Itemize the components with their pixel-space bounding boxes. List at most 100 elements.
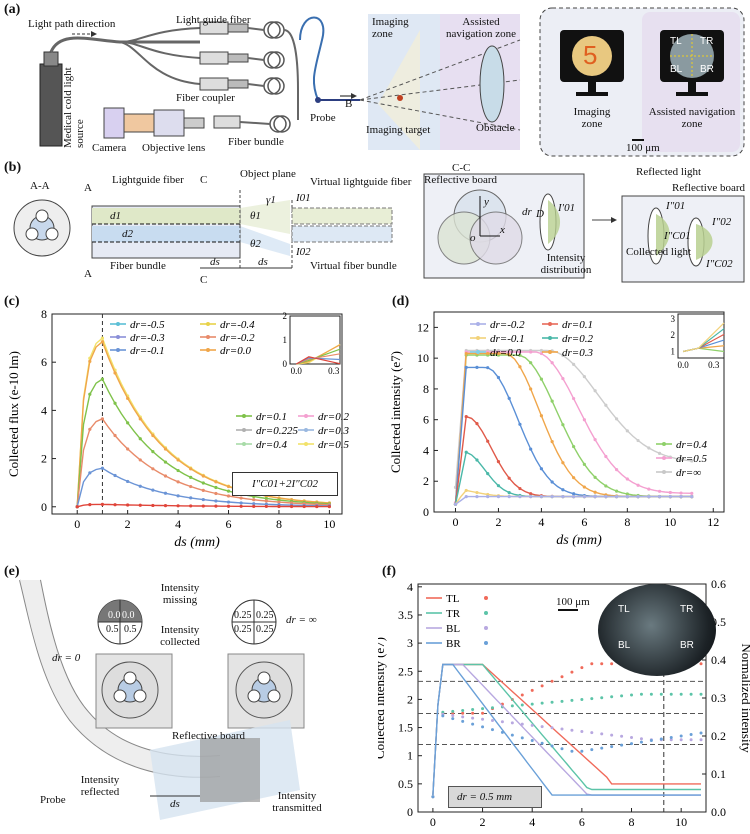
x-tick-label: 8 (276, 517, 282, 531)
dr-box: dr = 0.5 mm (448, 786, 542, 808)
series-dr=-0.2-point (453, 502, 458, 506)
series-dr=0.2-point (475, 365, 479, 369)
y-tick-label: 0 (423, 505, 429, 519)
series-TR-norm-point (659, 692, 663, 696)
series-dr=0.4-point (604, 484, 608, 488)
series-dr=0.1-point (464, 415, 468, 419)
series-BR-norm-point (451, 717, 455, 721)
series-dr=-0.2-point (657, 495, 662, 499)
series-BR-norm-point (620, 743, 624, 747)
series-dr=0.5-point (529, 350, 533, 354)
series-dr=0.1-point (302, 504, 306, 509)
series-BR-norm-point (481, 725, 485, 729)
series-BL-norm-point (699, 738, 703, 742)
series-dr=-0.2-point (518, 495, 522, 499)
legend-label: dr=0.4 (256, 439, 287, 451)
label-intensity-collected: Intensity collected (160, 624, 200, 648)
series-dr=0.3-point (214, 485, 218, 490)
q-left-1: 0.0 (122, 610, 135, 621)
panel-c: (c) 0 2 4 6 8 10 0 2 4 6 8 ds (mm) Collected flux (e… (0, 294, 372, 556)
series-TL-norm-point (550, 679, 554, 683)
series-BR-norm-point (570, 749, 574, 753)
series-BR-norm-point (550, 744, 554, 748)
series-dr=0.3-point (176, 468, 180, 473)
q-right-3: 0.25 (256, 624, 274, 635)
series-dr=0.1-point (327, 505, 331, 509)
series-dr=0.1-point (189, 504, 193, 508)
series-dr=0.0-point (475, 458, 479, 462)
series-dr=0.3-point (163, 460, 168, 464)
series-dr=0.3-point (550, 440, 554, 444)
series-dr=0.4-point (189, 467, 193, 471)
series-dr=0.1-point (126, 503, 130, 507)
y2-tick-label: 0.2 (711, 729, 726, 743)
inset-y-tick: 1 (283, 335, 288, 345)
system-diagram (39, 7, 745, 157)
panel-e-label: (e) (4, 564, 20, 579)
series-dr=∞-point (625, 429, 629, 433)
series-dr=0.2-point (189, 496, 193, 500)
series-dr=0.1-point (496, 460, 501, 464)
series-TR-norm-point (451, 709, 455, 713)
legend-marker (116, 348, 120, 352)
series-BL-norm-point (679, 738, 683, 742)
series-dr=0.4-point (226, 484, 231, 489)
series-dr=∞-point (561, 353, 565, 358)
y-axis-label: Collected flux (e-10 lm) (6, 351, 21, 477)
plot-frame (51, 313, 343, 515)
series-dr=0.2-point (176, 494, 180, 498)
series-BR-norm-point (610, 745, 614, 749)
q-left-3: 0.5 (124, 624, 137, 635)
series-TL-norm-point (540, 684, 544, 688)
series-dr=∞-point (679, 457, 683, 462)
legend-marker (476, 350, 480, 354)
series-TL-norm-point (600, 662, 604, 666)
series-BL-norm-point (461, 715, 465, 719)
x-tick-label: 2 (495, 515, 501, 529)
series-dr=0.1-point (486, 439, 490, 443)
legend-label: dr=-0.1 (490, 333, 525, 345)
series-dr=0.2-line (454, 366, 692, 505)
series-dr=∞-point (572, 362, 576, 366)
legend-marker (116, 322, 120, 326)
label-ic01: I″C01 (664, 230, 691, 242)
panel-c-label: (c) (4, 294, 20, 309)
series-BL-norm-point (560, 727, 564, 731)
legend-label: TL (446, 593, 460, 605)
legend-marker (484, 641, 488, 645)
f-scale-label: 100 μm (556, 596, 590, 608)
series-dr=0.225-point (138, 458, 142, 462)
series-TR-norm-point (669, 692, 673, 696)
series-dr=0.4-point (518, 353, 522, 357)
series-dr=-0.2-point (647, 495, 651, 499)
series-dr=0.2-point (507, 396, 511, 400)
series-TR-norm-point (630, 693, 634, 697)
label-aa: A-A (30, 180, 50, 192)
series-dr=0.2-point (88, 471, 92, 475)
series-BL-norm-point (510, 721, 514, 725)
series-dr=0.5-point (647, 487, 651, 491)
legend-label: dr=0.5 (676, 453, 707, 465)
series-BL-norm-point (500, 720, 504, 724)
monitor-digit: 5 (583, 40, 598, 70)
label-y: y (484, 196, 489, 208)
x-tick-label: 0 (452, 515, 458, 529)
series-TR-norm-point (520, 703, 524, 707)
series-BR-norm-point (530, 739, 534, 743)
series-dr=0.3-point (507, 353, 511, 357)
series-dr=0.1-point (518, 486, 522, 491)
label-camera: Camera (92, 142, 127, 154)
series-dr=0.5-point (636, 483, 640, 487)
series-dr=-0.2-point (582, 495, 586, 499)
q-right-1: 0.25 (256, 610, 274, 621)
series-dr=0.4-point (176, 458, 180, 462)
y-axis-label: Collected intensity (e7) (388, 351, 403, 473)
series-dr=0.225-point (201, 488, 205, 492)
series-BL-norm-point (520, 722, 524, 726)
legend-marker (476, 336, 480, 340)
geometry-diagram (13, 173, 745, 283)
series-BR-norm-point (590, 748, 594, 752)
series-dr=0.1-point (113, 503, 117, 507)
series-BR-norm-point (639, 740, 643, 744)
series-BL-line (432, 663, 701, 796)
